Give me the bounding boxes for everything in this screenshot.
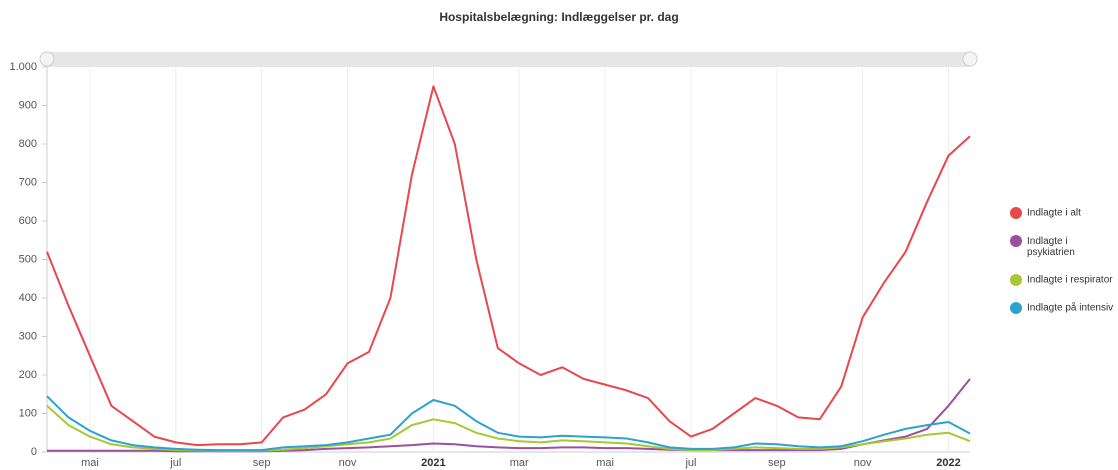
y-tick-label: 800 bbox=[19, 138, 37, 150]
x-tick-label: jul bbox=[684, 457, 696, 469]
legend-label: Indlagte på intensiv bbox=[1027, 302, 1113, 314]
series-line bbox=[46, 395, 971, 452]
navigator-handle[interactable] bbox=[962, 51, 978, 67]
legend-label: Indlagte i alt bbox=[1027, 208, 1081, 219]
x-tick-label: jul bbox=[169, 457, 181, 469]
y-tick-label: 0 bbox=[31, 446, 37, 458]
x-tick-label: sep bbox=[253, 457, 271, 469]
y-tick-label: 400 bbox=[19, 292, 37, 304]
y-tick-label: 300 bbox=[19, 330, 37, 342]
legend-marker bbox=[1010, 207, 1022, 219]
y-tick-label: 900 bbox=[19, 99, 37, 111]
y-tick-label: 1.000 bbox=[9, 61, 37, 73]
legend-marker bbox=[1010, 302, 1022, 314]
x-tick-label: nov bbox=[339, 457, 357, 469]
x-tick-label: mai bbox=[596, 457, 614, 469]
x-tick-label: 2022 bbox=[936, 457, 960, 469]
series-line bbox=[46, 85, 971, 447]
y-tick-label: 500 bbox=[19, 253, 37, 265]
x-tick-label: 2021 bbox=[421, 457, 445, 469]
navigator-bar[interactable] bbox=[47, 52, 970, 67]
legend-label: Indlagte i psykiatrien bbox=[1027, 236, 1075, 258]
x-tick-label: nov bbox=[854, 457, 872, 469]
navigator-handle[interactable] bbox=[39, 51, 55, 67]
y-tick-label: 100 bbox=[19, 407, 37, 419]
y-tick-label: 700 bbox=[19, 176, 37, 188]
legend-label: Indlagte i respirator bbox=[1027, 275, 1113, 286]
legend-marker bbox=[1010, 235, 1022, 247]
y-tick-label: 200 bbox=[19, 369, 37, 381]
y-tick-label: 600 bbox=[19, 215, 37, 227]
legend-marker bbox=[1010, 274, 1022, 286]
chart-title: Hospitalsbelægning: Indlæggelser pr. dag bbox=[439, 10, 678, 24]
x-tick-label: mai bbox=[81, 457, 99, 469]
x-tick-label: sep bbox=[768, 457, 786, 469]
x-tick-label: mar bbox=[510, 457, 529, 469]
